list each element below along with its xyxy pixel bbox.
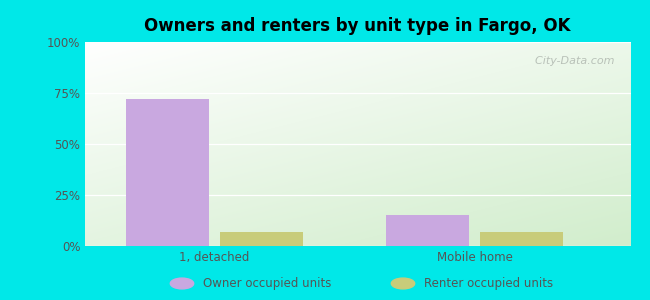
Text: Owner occupied units: Owner occupied units (203, 277, 332, 290)
Bar (220, 232, 303, 246)
Text: City-Data.com: City-Data.com (528, 56, 614, 66)
Circle shape (170, 278, 194, 289)
Circle shape (391, 278, 415, 289)
Bar (386, 215, 469, 246)
Bar (126, 99, 209, 246)
Text: Renter occupied units: Renter occupied units (424, 277, 553, 290)
Title: Owners and renters by unit type in Fargo, OK: Owners and renters by unit type in Fargo… (144, 17, 571, 35)
Bar (480, 232, 563, 246)
